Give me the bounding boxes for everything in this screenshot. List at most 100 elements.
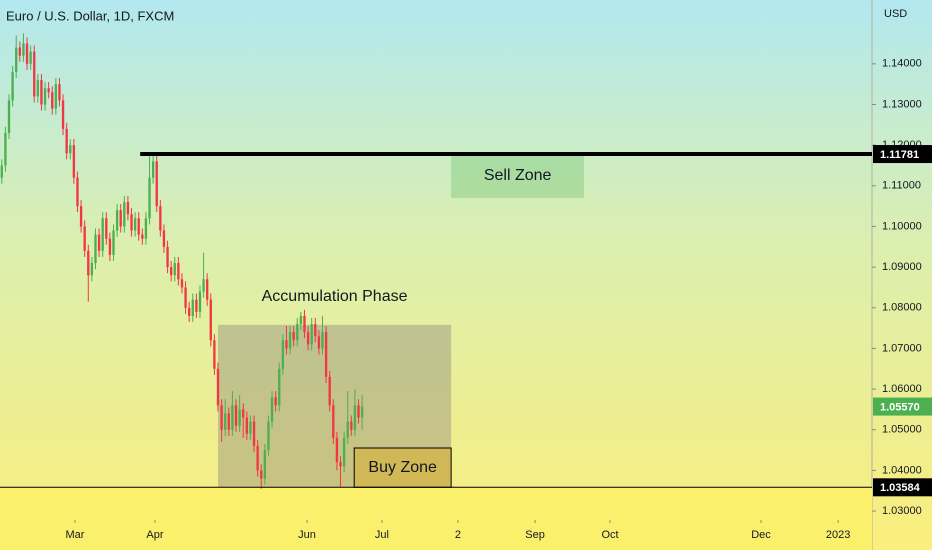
- x-tick-label: 2023: [826, 529, 850, 541]
- y-tick-label: 1.14000: [882, 58, 922, 70]
- candle-body: [108, 238, 112, 255]
- candle-body: [281, 340, 285, 369]
- candle-body: [270, 397, 274, 422]
- candle-body: [40, 80, 43, 105]
- x-tick-label: Mar: [65, 529, 84, 541]
- candle-body: [4, 132, 7, 166]
- candle-body: [141, 234, 144, 239]
- candle-body: [314, 324, 317, 337]
- y-tick-label: 1.03000: [882, 505, 922, 517]
- candle-body: [278, 368, 281, 406]
- currency-label: USD: [884, 8, 907, 20]
- candle-body: [169, 267, 173, 276]
- candle-body: [224, 413, 227, 430]
- candle-body: [148, 177, 151, 219]
- candle-body: [11, 71, 14, 101]
- candle-body: [350, 421, 353, 430]
- zone: [451, 154, 585, 198]
- zone-label: Accumulation Phase: [262, 288, 408, 305]
- candle-body: [296, 324, 299, 341]
- candle-body: [79, 206, 83, 227]
- zone-label: Sell Zone: [484, 167, 552, 184]
- x-tick-label: Dec: [751, 529, 771, 541]
- y-tick-label: 1.04000: [882, 464, 922, 476]
- candle-body: [115, 210, 119, 231]
- candle-body: [112, 230, 115, 255]
- x-tick-label: Jul: [375, 529, 389, 541]
- candle-body: [332, 405, 335, 438]
- candle-body: [227, 413, 230, 430]
- candle-body: [97, 234, 101, 251]
- y-tick-label: 1.05000: [882, 424, 922, 436]
- candle-body: [126, 202, 130, 215]
- candle-body: [191, 299, 194, 316]
- candle-body: [288, 332, 292, 349]
- candle-body: [36, 80, 40, 97]
- candle-body: [43, 88, 47, 105]
- candle-body: [324, 332, 328, 377]
- candle-body: [105, 218, 108, 239]
- candle-body: [69, 145, 72, 154]
- candle-body: [263, 450, 267, 479]
- candle-body: [0, 165, 3, 178]
- candle-body: [72, 145, 76, 178]
- candle-body: [87, 250, 90, 276]
- candle-body: [198, 291, 202, 312]
- candle-body: [238, 409, 241, 426]
- candle-body: [242, 409, 245, 418]
- candle-body: [252, 421, 256, 447]
- candle-body: [342, 437, 346, 467]
- candle-body: [76, 177, 79, 207]
- candle-body: [195, 299, 198, 312]
- candle-body: [328, 376, 331, 406]
- y-tick-label: 1.09000: [882, 261, 922, 273]
- candle-body: [61, 100, 65, 129]
- candle-body: [299, 315, 303, 325]
- candle-body: [245, 417, 248, 434]
- candle-body: [274, 397, 277, 406]
- candle-body: [249, 421, 252, 434]
- candle-body: [357, 405, 360, 418]
- candle-body: [18, 47, 21, 56]
- level-label-box: [873, 145, 932, 164]
- x-tick-label: 2: [455, 529, 461, 541]
- y-tick-label: 1.06000: [882, 383, 922, 395]
- candle-body: [173, 263, 176, 276]
- candle-body: [292, 332, 295, 341]
- y-tick-label: 1.11000: [882, 180, 921, 192]
- candle-body: [33, 51, 36, 97]
- y-tick-label: 1.07000: [882, 342, 922, 354]
- candle-body: [317, 336, 321, 349]
- candle-body: [346, 421, 349, 438]
- candle-body: [29, 51, 32, 64]
- candle-body: [65, 128, 68, 154]
- candle-body: [310, 324, 313, 345]
- x-tick-label: Oct: [601, 529, 618, 541]
- candle-body: [202, 279, 205, 292]
- candle-body: [22, 43, 25, 56]
- candle-body: [306, 332, 310, 345]
- candle-body: [54, 84, 58, 109]
- last-price-label-box: [873, 397, 932, 416]
- candle-body: [101, 218, 104, 251]
- candle-body: [119, 210, 122, 227]
- candle-body: [94, 234, 97, 264]
- level-label: 1.11781: [880, 149, 919, 161]
- candle-body: [151, 161, 155, 178]
- candle-body: [166, 246, 169, 268]
- last-price-label: 1.05570: [880, 401, 920, 413]
- candle-body: [321, 332, 324, 349]
- candle-body: [7, 100, 11, 133]
- candle-body: [209, 299, 212, 341]
- candle-body: [47, 88, 50, 93]
- zone-label: Buy Zone: [368, 459, 437, 476]
- candle-body: [335, 437, 339, 463]
- candle-body: [339, 462, 342, 467]
- candle-body: [231, 405, 234, 430]
- candle-body: [130, 214, 133, 231]
- candle-body: [353, 405, 357, 430]
- candle-body: [58, 84, 61, 101]
- candle-body: [83, 226, 86, 251]
- candle-body: [162, 230, 166, 247]
